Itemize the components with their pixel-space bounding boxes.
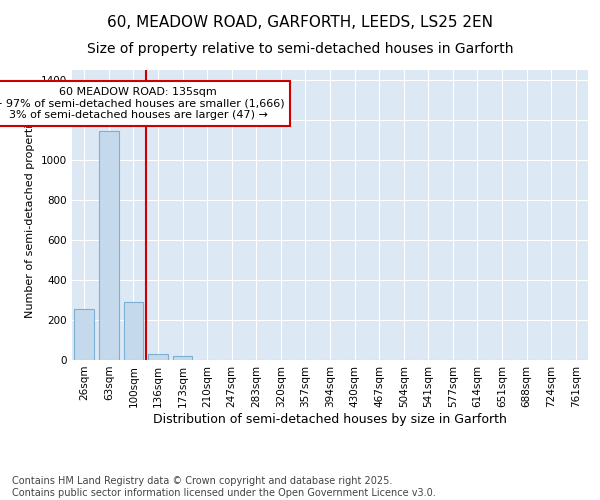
Text: 60 MEADOW ROAD: 135sqm
← 97% of semi-detached houses are smaller (1,666)
3% of s: 60 MEADOW ROAD: 135sqm ← 97% of semi-det… (0, 87, 284, 120)
Y-axis label: Number of semi-detached properties: Number of semi-detached properties (25, 112, 35, 318)
X-axis label: Distribution of semi-detached houses by size in Garforth: Distribution of semi-detached houses by … (153, 412, 507, 426)
Bar (148, 354, 168, 360)
Text: Size of property relative to semi-detached houses in Garforth: Size of property relative to semi-detach… (87, 42, 513, 56)
Bar (124, 302, 143, 360)
Text: Contains HM Land Registry data © Crown copyright and database right 2025.
Contai: Contains HM Land Registry data © Crown c… (12, 476, 436, 498)
Bar (99, 131, 119, 360)
Bar (74, 309, 94, 360)
Bar (173, 356, 193, 360)
Text: 60, MEADOW ROAD, GARFORTH, LEEDS, LS25 2EN: 60, MEADOW ROAD, GARFORTH, LEEDS, LS25 2… (107, 15, 493, 30)
